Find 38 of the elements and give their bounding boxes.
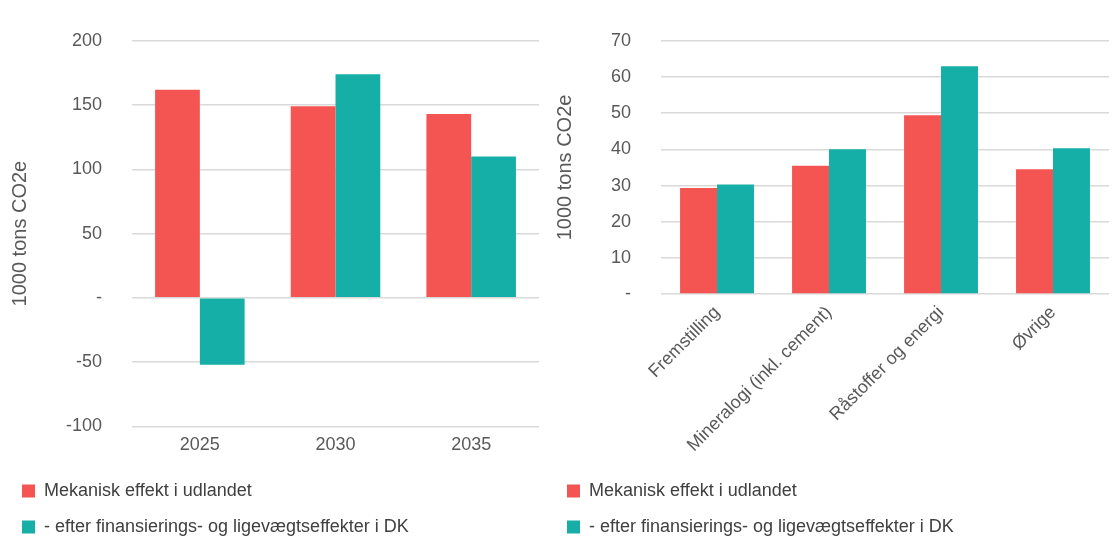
legend-label: Mekanisk effekt i udlandet [589,479,797,500]
bar [290,106,336,298]
bar [717,184,754,294]
y-tick-label: 200 [71,29,103,50]
y-tick-label: 30 [610,174,632,195]
bar [1053,148,1090,294]
y-tick-label: 70 [610,29,632,50]
y-tick-label: 10 [610,246,632,267]
x-tick-label: 2030 [315,434,356,455]
bar [1016,169,1053,294]
y-tick-label: 40 [610,138,632,159]
y-tick-label: - [625,283,632,304]
bar [335,74,381,298]
legend-label: Mekanisk effekt i udlandet [44,479,252,500]
x-tick-label: 2035 [451,434,492,455]
bar [199,298,245,365]
bar [941,66,978,294]
y-axis-title: 1000 tons CO2e [7,160,30,307]
bar [680,188,718,294]
bar [792,165,830,294]
y-axis-title: 1000 tons CO2e [552,94,575,241]
y-tick-label: 50 [82,222,103,243]
y-tick-label: 60 [610,65,632,86]
x-tick-label: 2025 [179,434,220,455]
bar [829,149,866,294]
y-tick-label: 100 [71,158,103,179]
y-tick-label: 50 [610,102,632,123]
bar [155,89,200,298]
bar [904,115,942,294]
bar [471,156,516,298]
y-tick-label: 150 [71,94,103,115]
y-tick-label: - [96,286,103,307]
y-tick-label: -100 [66,415,103,436]
legend-label: - efter finansierings- og ligevægtseffekter i DK [44,515,409,536]
bar [426,114,472,298]
y-tick-label: 20 [610,210,632,231]
legend-label: - efter finansierings- og ligevægtseffekter i DK [589,515,954,536]
y-tick-label: -50 [76,351,103,372]
